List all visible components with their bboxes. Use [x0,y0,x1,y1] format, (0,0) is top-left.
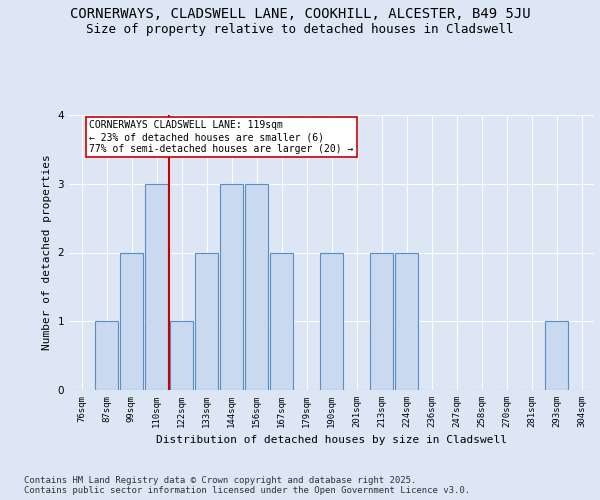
Bar [195,252,218,390]
Text: Size of property relative to detached houses in Cladswell: Size of property relative to detached ho… [86,22,514,36]
Bar [220,184,243,390]
Bar [245,184,268,390]
Bar [545,322,568,390]
Text: CORNERWAYS, CLADSWELL LANE, COOKHILL, ALCESTER, B49 5JU: CORNERWAYS, CLADSWELL LANE, COOKHILL, AL… [70,8,530,22]
X-axis label: Distribution of detached houses by size in Cladswell: Distribution of detached houses by size … [156,436,507,446]
Text: Contains HM Land Registry data © Crown copyright and database right 2025.
Contai: Contains HM Land Registry data © Crown c… [24,476,470,495]
Bar [395,252,418,390]
Bar [95,322,118,390]
Bar [370,252,393,390]
Bar [170,322,193,390]
Bar [270,252,293,390]
Bar [320,252,343,390]
Y-axis label: Number of detached properties: Number of detached properties [42,154,52,350]
Text: CORNERWAYS CLADSWELL LANE: 119sqm
← 23% of detached houses are smaller (6)
77% o: CORNERWAYS CLADSWELL LANE: 119sqm ← 23% … [89,120,353,154]
Bar [145,184,168,390]
Bar [120,252,143,390]
